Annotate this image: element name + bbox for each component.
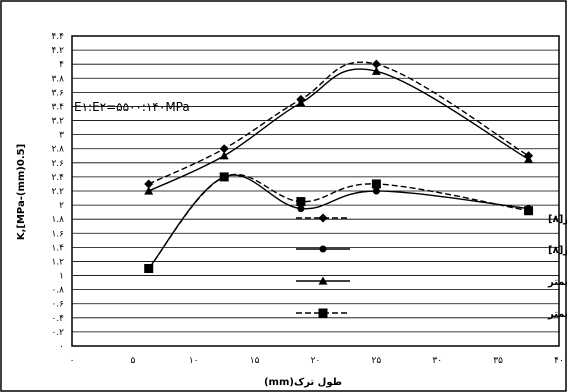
legend-label: فاصله مرکز بارگذاری از ترک ۵۰ سانتیمتر[۸… <box>548 212 567 225</box>
data-point-square <box>296 197 306 207</box>
series-line <box>148 61 529 185</box>
x-tick-label: ۳۵ <box>493 356 503 366</box>
x-tick-label: ۲۵ <box>372 356 382 366</box>
y-tick-label: ۰.۸ <box>51 286 64 296</box>
legend-entry: فاصله مرکز بارگذاری از ترک۶۲.۵سانتیمتر[۸… <box>296 243 567 256</box>
y-tick-label: ۰.۲ <box>51 328 64 338</box>
y-tick-label: ۲.۸ <box>51 145 64 155</box>
y-axis-title: K,[MPa-(mm)0.5] <box>16 144 27 240</box>
y-tick-label: ۰.۶ <box>51 300 64 310</box>
y-tick-label: ۴.۲ <box>51 46 64 56</box>
data-point-triangle <box>318 276 328 285</box>
x-tick-label: ۰ <box>70 356 75 366</box>
y-tick-label: ۰.۴ <box>51 314 64 324</box>
data-point-circle <box>372 187 380 195</box>
y-tick-label: ۴ <box>59 60 64 70</box>
y-tick-label: ۴.۴ <box>51 32 64 42</box>
data-point-triangle <box>144 186 154 195</box>
y-tick-label: ۳.۸ <box>51 74 64 84</box>
series-square <box>144 172 534 273</box>
y-tick-label: ۲ <box>59 201 64 211</box>
y-tick-label: ۳ <box>59 131 64 141</box>
modulus-ratio-annotation: E۱:E۲=۵۵۰۰:۱۴۰MPa <box>74 100 190 114</box>
x-tick-label: ۲۰ <box>311 356 321 366</box>
series-line <box>148 68 529 192</box>
data-point-circle <box>297 205 305 213</box>
data-point-diamond <box>371 59 381 69</box>
data-point-square <box>371 179 381 189</box>
data-point-square <box>219 172 229 182</box>
data-point-diamond <box>318 213 328 223</box>
axis-ticks: ۰ ۰.۲ ۰.۴ ۰.۶ ۰.۸ ۱ ۱.۲ ۱.۴ ۱.۶ ۱.۸ ۲ ۲.۲ ۲.۴ ۲.۶ ۲.۸ ۳… <box>51 32 563 366</box>
y-tick-label: ۱.۴ <box>51 243 64 253</box>
y-tick-label: ۲.۴ <box>51 173 64 183</box>
data-point-triangle <box>296 98 306 107</box>
data-point-square <box>144 264 154 273</box>
legend-entry: فاصله مرکز بارگذاری از ترک ۵۰ سانتیمتر <box>296 275 567 288</box>
legend: فاصله مرکز بارگذاری از ترک ۵۰ سانتیمتر[۸… <box>296 212 567 320</box>
series-group <box>144 59 534 273</box>
y-tick-label: ۲.۶ <box>51 159 64 169</box>
y-tick-label: ۰ <box>59 342 64 352</box>
data-point-triangle <box>219 151 229 160</box>
data-point-diamond <box>144 179 154 189</box>
legend-label: فاصله مرکز بارگذاری از ترک ۵۰ سانتیمتر <box>547 275 567 288</box>
series-triangle <box>144 66 534 195</box>
legend-entry: فاصله مرکز بارگذاری از ترک ۵۰ سانتیمتر[۸… <box>296 212 567 225</box>
y-tick-label: ۳.۲ <box>51 117 64 127</box>
y-tick-label: ۲.۲ <box>51 187 64 197</box>
x-axis-title: طول ترک(mm) <box>264 377 342 388</box>
y-tick-label: ۱.۲ <box>51 257 64 267</box>
y-tick-label: ۱.۸ <box>51 215 64 225</box>
y-tick-label: ۱ <box>59 272 64 282</box>
data-point-triangle <box>524 154 534 163</box>
data-point-square <box>318 308 328 318</box>
y-tick-label: ۳.۴ <box>51 102 64 112</box>
x-tick-label: ۱۰ <box>189 356 199 366</box>
x-tick-label: ۵ <box>130 356 135 366</box>
legend-label: فاصله مرکز بارگذاری از ترک ۶۲.۵ سانتیمتر <box>547 307 567 320</box>
data-point-square <box>524 206 534 216</box>
y-tick-label: ۱.۶ <box>51 229 64 239</box>
data-point-diamond <box>219 144 229 154</box>
x-tick-label: ۱۵ <box>250 356 260 366</box>
y-tick-label: ۳.۶ <box>51 88 64 98</box>
x-tick-label: ۳۰ <box>432 356 442 366</box>
data-point-circle <box>319 245 327 253</box>
x-tick-label: ۴۰ <box>554 356 564 366</box>
legend-entry: فاصله مرکز بارگذاری از ترک ۶۲.۵ سانتیمتر <box>296 307 567 320</box>
data-point-triangle <box>371 66 381 75</box>
legend-label: فاصله مرکز بارگذاری از ترک۶۲.۵سانتیمتر[۸… <box>548 243 567 256</box>
